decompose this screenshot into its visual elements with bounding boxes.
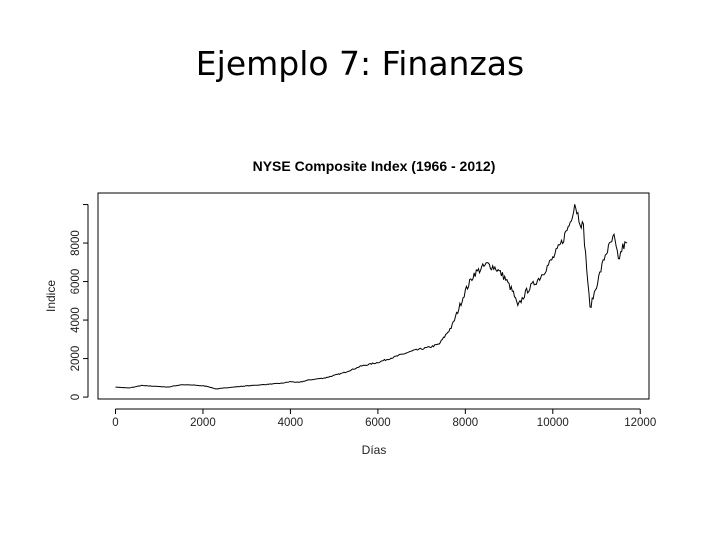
- x-tick-label: 6000: [365, 417, 391, 429]
- y-axis-label: Indice: [44, 280, 58, 312]
- x-tick-label: 2000: [190, 417, 216, 429]
- y-tick-label: 8000: [70, 230, 82, 256]
- slide-title: Ejemplo 7: Finanzas: [195, 44, 525, 83]
- y-tick-label: 6000: [70, 269, 82, 295]
- x-axis: 0 2000 4000 6000 8000 10000 12000: [112, 408, 656, 429]
- y-tick-label: 0: [70, 394, 82, 400]
- y-tick-label: 4000: [70, 307, 82, 333]
- y-tick-label: 2000: [70, 346, 82, 372]
- x-tick-label: 12000: [624, 417, 656, 429]
- plot-box: [97, 192, 650, 400]
- chart-title: NYSE Composite Index (1966 - 2012): [253, 158, 496, 174]
- series-line-nyse: [115, 204, 628, 390]
- x-tick-label: 10000: [537, 417, 569, 429]
- x-tick-label: 0: [112, 417, 118, 429]
- y-axis: 0 2000 4000 6000 8000: [70, 204, 89, 400]
- x-axis-label: Días: [362, 443, 387, 457]
- x-tick-label: 8000: [453, 417, 479, 429]
- x-tick-label: 4000: [278, 417, 304, 429]
